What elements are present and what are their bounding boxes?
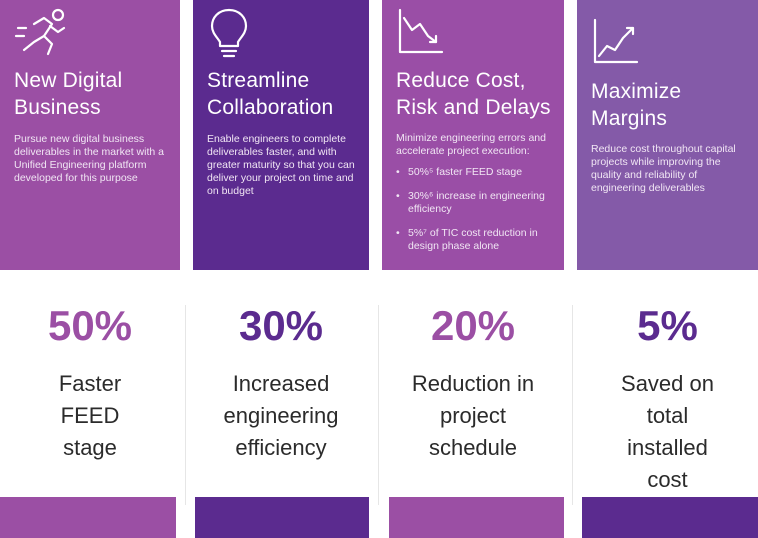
footer-bar — [195, 497, 369, 538]
stat-installed-cost: 5% Saved on total installed cost — [577, 300, 758, 496]
card-text: Reduce cost throughout capital projects … — [591, 143, 736, 194]
footer-bar — [389, 497, 564, 538]
card-title: Streamline Collaboration — [207, 69, 334, 119]
footer-bar — [0, 497, 176, 538]
lightbulb-icon — [210, 8, 248, 58]
list-item: 30%⁶ increase in engineering efficiency — [396, 190, 556, 216]
stat-description: Faster FEED stage — [58, 371, 122, 460]
downward-trend-chart-icon — [398, 8, 444, 54]
card-maximize-margins: Maximize Margins Reduce cost throughout c… — [577, 0, 758, 270]
card-streamline-collaboration: Streamline Collaboration Enable engineers… — [193, 0, 369, 270]
card-title: Maximize Margins — [591, 80, 682, 130]
stat-value: 20% — [430, 302, 516, 349]
divider — [378, 305, 379, 505]
card-text: Pursue new digital business deliverables… — [14, 133, 164, 184]
card-reduce-cost: Reduce Cost, Risk and Delays Minimize eng… — [382, 0, 564, 270]
stat-description: Reduction in project schedule — [411, 371, 535, 460]
divider — [572, 305, 573, 505]
upward-trend-chart-icon — [593, 18, 639, 64]
stat-faster-feed: 50% Faster FEED stage — [0, 300, 180, 464]
card-title: New Digital Business — [14, 69, 123, 119]
list-item: 5%⁷ of TIC cost reduction in design phas… — [396, 227, 556, 253]
card-new-digital-business: New Digital Business Pursue new digital b… — [0, 0, 180, 270]
running-person-icon — [14, 8, 66, 56]
divider — [185, 305, 186, 505]
card-text: Minimize engineering errors and accelera… — [396, 132, 546, 157]
stat-value: 30% — [238, 302, 324, 349]
footer-bar — [582, 497, 758, 538]
list-item: 50%⁵ faster FEED stage — [396, 166, 556, 179]
card-text: Enable engineers to complete deliverable… — [207, 133, 355, 197]
stat-description: Increased engineering efficiency — [223, 371, 339, 460]
card-bullet-list: 50%⁵ faster FEED stage 30%⁶ increase in … — [396, 166, 556, 264]
stat-description: Saved on total installed cost — [621, 371, 714, 492]
stat-engineering-efficiency: 30% Increased engineering efficiency — [193, 300, 369, 464]
card-title: Reduce Cost, Risk and Delays — [396, 69, 551, 119]
stat-value: 5% — [637, 302, 698, 349]
stat-schedule-reduction: 20% Reduction in project schedule — [382, 300, 564, 464]
stat-value: 50% — [47, 302, 133, 349]
